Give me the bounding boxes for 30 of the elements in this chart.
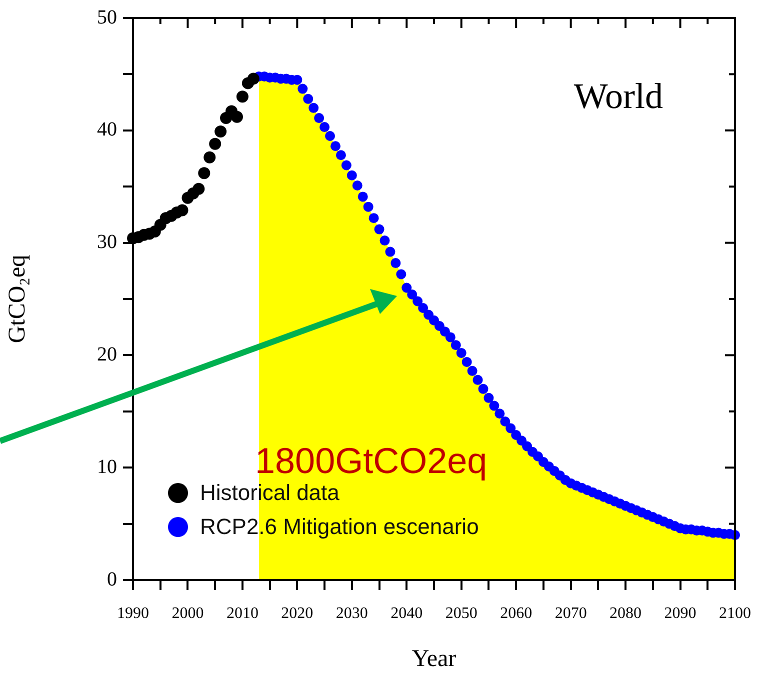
y-tick-label: 0 <box>107 568 117 590</box>
x-tick-label: 2100 <box>719 604 751 622</box>
point <box>236 90 248 103</box>
y-tick-label: 10 <box>97 456 117 478</box>
text: World <box>574 76 663 116</box>
point <box>198 167 210 180</box>
x-axis-title: Year <box>412 646 456 672</box>
point <box>247 72 260 85</box>
x-tick-label: 2030 <box>336 604 368 622</box>
y-tick-label: 20 <box>97 343 117 366</box>
x-tick-label: 2070 <box>554 604 587 622</box>
point <box>209 138 222 150</box>
x-tick-label: 2040 <box>390 604 423 622</box>
x-tick-label: 1990 <box>117 604 149 622</box>
y-tick-label: 30 <box>97 231 117 254</box>
x-tick-label: 2090 <box>664 604 696 622</box>
point <box>192 182 205 195</box>
point <box>230 110 243 123</box>
x-tick-label: 2080 <box>610 604 642 622</box>
y-tick-label: 50 <box>97 6 117 28</box>
y-axis-title: GtCO₂eq <box>4 254 31 344</box>
point <box>214 126 227 138</box>
x-tick-label: 2010 <box>226 604 258 622</box>
x-tick-label: 2050 <box>445 604 478 622</box>
x-tick-label: 2060 <box>500 604 532 622</box>
point <box>204 151 216 164</box>
x-tick-label: 2000 <box>172 604 204 622</box>
y-tick-label: 40 <box>97 118 117 141</box>
point <box>176 204 188 216</box>
x-tick-label: 2020 <box>281 604 314 622</box>
